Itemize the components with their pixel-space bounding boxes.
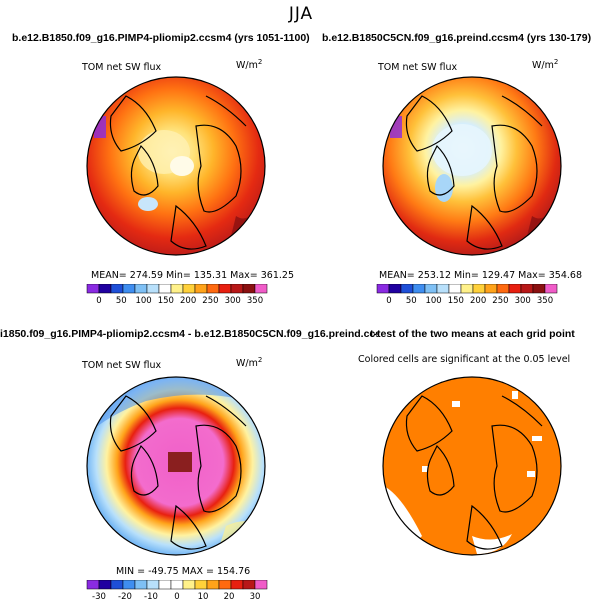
panel1-title: b.e12.B1850.f09_g16.PIMP4-pliomip2.ccsm4… [12, 32, 310, 44]
panel1-colorbar-swatch [218, 284, 232, 294]
panel2-polar-map [382, 76, 562, 256]
panel3-colorbar-swatch [158, 580, 172, 590]
panel2-colorbar-tick-label: 350 [537, 296, 553, 304]
panel3-colorbar-tick-label: 0 [174, 592, 179, 600]
panel2-units: W/m2 [532, 58, 559, 72]
panel2-colorbar-tick-label: 300 [515, 296, 531, 304]
panel1-colorbar-swatch [194, 284, 208, 294]
panel1-colorbar-tick-label: 0 [96, 296, 101, 304]
panel3-units: W/m2 [236, 356, 263, 370]
panel4-note: Colored cells are significant at the 0.0… [358, 354, 571, 365]
panel3-colorbar-tick-label: -20 [118, 592, 132, 600]
panel2-colorbar-swatch [532, 284, 546, 294]
panel2-colorbar-swatch [520, 284, 534, 294]
panel3-variable-label: TOM net SW flux [82, 360, 162, 371]
panel3-colorbar-tick-label: -30 [92, 592, 106, 600]
panel1-colorbar-swatch [134, 284, 148, 294]
panel2-colorbar-swatch [496, 284, 510, 294]
panel3-colorbar-swatch [134, 580, 148, 590]
panel2-title: b.e12.B1850C5CN.f09_g16.preind.ccsm4 (yr… [322, 32, 592, 44]
panel3-colorbar: -30 -20 -10 0 10 20 30 [86, 580, 268, 600]
panel2-colorbar-swatch [484, 284, 498, 294]
panel1-colorbar: 0 50 100 150 200 250 300 350 [86, 284, 268, 304]
panel3-colorbar-swatch [218, 580, 232, 590]
panel2-colorbar-tick-label: 150 [448, 296, 464, 304]
panel4-polar-map [382, 376, 562, 556]
panel1-colorbar-swatch [110, 284, 124, 294]
panel3-colorbar-swatch [182, 580, 196, 590]
panel3-colorbar-swatch [122, 580, 136, 590]
panel2-colorbar-swatch [448, 284, 462, 294]
panel3-colorbar-swatch [194, 580, 208, 590]
panel2-colorbar-swatch [508, 284, 522, 294]
panel2-variable-label: TOM net SW flux [378, 62, 458, 73]
panel1-units: W/m2 [236, 58, 263, 72]
panel2-colorbar-swatch [376, 284, 390, 294]
panel1-colorbar-tick-label: 300 [225, 296, 241, 304]
panel1-colorbar-tick-label: 100 [135, 296, 151, 304]
panel1-colorbar-swatch [122, 284, 136, 294]
panel2-colorbar-tick-label: 250 [492, 296, 508, 304]
panel3-colorbar-tick-label: 20 [224, 592, 235, 600]
panel1-colorbar-tick-label: 350 [247, 296, 263, 304]
panel3-colorbar-swatch [230, 580, 244, 590]
panel3-colorbar-swatch [242, 580, 256, 590]
panel2-colorbar-swatch [412, 284, 426, 294]
panel1-colorbar-swatch [86, 284, 100, 294]
panel1-colorbar-tick-label: 200 [180, 296, 196, 304]
panel2-colorbar-swatch [388, 284, 402, 294]
panel2-colorbar-swatch [472, 284, 486, 294]
panel1-colorbar-swatch [254, 284, 268, 294]
panel3-colorbar-swatch [254, 580, 268, 590]
panel2-colorbar-swatch [400, 284, 414, 294]
panel3-colorbar-tick-label: 30 [250, 592, 261, 600]
panel3-polar-map [86, 376, 266, 556]
panel1-variable-label: TOM net SW flux [82, 62, 162, 73]
panel3-colorbar-swatch [86, 580, 100, 590]
panel2-colorbar-tick-label: 200 [470, 296, 486, 304]
panel3-colorbar-swatch [170, 580, 184, 590]
panel1-colorbar-tick-label: 50 [116, 296, 127, 304]
panel1-colorbar-tick-label: 150 [158, 296, 174, 304]
panel3-colorbar-swatch [98, 580, 112, 590]
panel2-stats: MEAN= 253.12 Min= 129.47 Max= 354.68 [379, 270, 583, 281]
panel1-colorbar-swatch [182, 284, 196, 294]
panel2-colorbar-tick-label: 50 [406, 296, 417, 304]
panel1-polar-map [86, 76, 266, 256]
panel3-title: i1850.f09_g16.PIMP4-pliomip2.ccsm4 - b.e… [0, 328, 378, 340]
panel1-colorbar-swatch [206, 284, 220, 294]
panel3-colorbar-swatch [206, 580, 220, 590]
panel2-colorbar-swatch [544, 284, 558, 294]
panel2-colorbar: 0 50 100 150 200 250 300 350 [376, 284, 558, 304]
panel1-colorbar-swatch [146, 284, 160, 294]
panel1-colorbar-swatch [242, 284, 256, 294]
panel3-colorbar-tick-label: 10 [198, 592, 209, 600]
panel2-colorbar-swatch [436, 284, 450, 294]
panel2-colorbar-tick-label: 0 [386, 296, 391, 304]
panel3-stats: MIN = -49.75 MAX = 154.76 [116, 566, 251, 577]
panel3-colorbar-tick-label: -10 [144, 592, 158, 600]
panel1-colorbar-swatch [158, 284, 172, 294]
figure-title: JJA [288, 4, 314, 24]
panel1-colorbar-swatch [230, 284, 244, 294]
panel1-stats: MEAN= 274.59 Min= 135.31 Max= 361.25 [91, 270, 295, 281]
panel2-colorbar-tick-label: 100 [425, 296, 441, 304]
panel2-colorbar-swatch [424, 284, 438, 294]
panel3-colorbar-swatch [110, 580, 124, 590]
panel4-title: t-test of the two means at each grid poi… [370, 328, 575, 340]
panel3-colorbar-swatch [146, 580, 160, 590]
panel2-colorbar-swatch [460, 284, 474, 294]
panel1-colorbar-swatch [170, 284, 184, 294]
panel1-colorbar-swatch [98, 284, 112, 294]
panel1-colorbar-tick-label: 250 [202, 296, 218, 304]
